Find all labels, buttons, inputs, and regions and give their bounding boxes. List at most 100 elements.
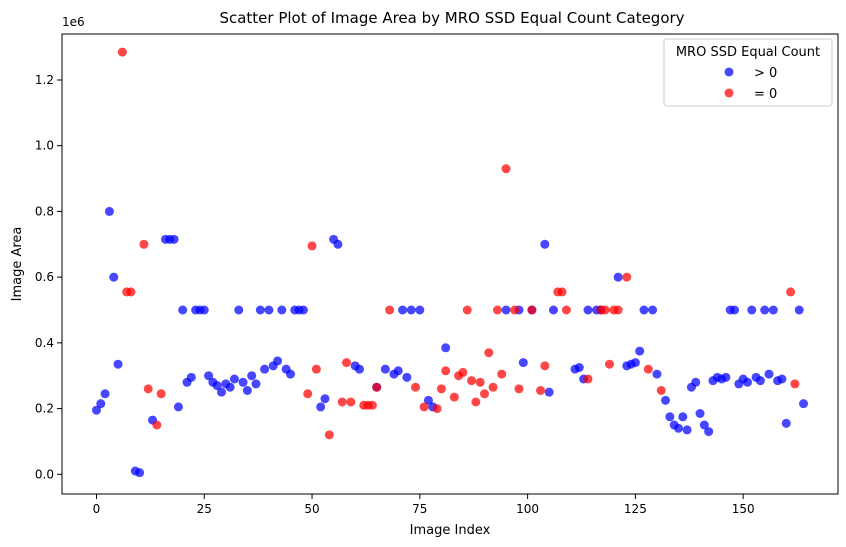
data-point — [501, 164, 511, 174]
data-point — [117, 47, 127, 57]
x-tick-label: 75 — [412, 502, 427, 516]
data-point — [527, 305, 537, 315]
data-point — [665, 412, 675, 422]
data-point — [704, 427, 714, 437]
data-point — [605, 359, 615, 369]
plot-area-frame — [61, 33, 839, 495]
data-point — [691, 377, 701, 387]
y-tick-label: 0.8 — [35, 204, 54, 218]
data-point — [96, 399, 106, 409]
data-point — [251, 379, 261, 389]
data-point — [656, 386, 666, 395]
data-point — [682, 425, 692, 435]
data-point — [462, 305, 472, 315]
data-point — [643, 364, 653, 374]
data-point — [316, 402, 326, 412]
data-point — [557, 287, 567, 297]
data-point — [398, 305, 408, 315]
data-point — [367, 400, 377, 410]
data-point — [385, 305, 395, 315]
data-point — [747, 305, 757, 315]
legend-title: MRO SSD Equal Count — [676, 45, 820, 60]
x-tick-label: 150 — [732, 502, 755, 516]
data-point — [372, 382, 382, 392]
x-tick-label: 0 — [93, 502, 101, 516]
data-point — [143, 384, 153, 394]
legend-label-eq0: = 0 — [754, 87, 777, 102]
data-point — [260, 364, 270, 374]
data-point — [639, 305, 649, 315]
data-point — [471, 397, 481, 407]
data-point — [786, 287, 796, 297]
data-point — [661, 395, 671, 405]
legend: MRO SSD Equal Count > 0 = 0 — [663, 38, 833, 107]
data-point — [699, 420, 709, 430]
x-axis-ticks: 0 25 50 75 100 125 150 — [93, 494, 755, 516]
y-tick-label: 0.4 — [35, 336, 54, 350]
data-point — [441, 366, 451, 376]
data-point — [613, 305, 623, 315]
data-point — [298, 305, 308, 315]
data-point — [307, 241, 317, 251]
data-point — [415, 305, 425, 315]
data-point — [755, 376, 765, 386]
data-point — [794, 305, 804, 315]
data-point — [199, 305, 209, 315]
data-point — [799, 399, 809, 409]
data-point — [544, 387, 554, 397]
data-point — [217, 387, 227, 397]
data-point — [419, 402, 429, 412]
data-point — [354, 364, 364, 374]
data-point — [104, 206, 114, 216]
data-point — [303, 389, 313, 399]
data-point — [536, 386, 546, 395]
data-point — [432, 404, 442, 414]
x-tick-label: 25 — [197, 502, 212, 516]
data-point — [126, 287, 136, 297]
y-axis-ticks: 0.0 0.2 0.4 0.6 0.8 1.0 1.2 — [35, 73, 62, 481]
data-point — [234, 305, 244, 315]
data-point — [333, 239, 343, 249]
data-point — [139, 239, 149, 249]
data-point — [548, 305, 558, 315]
data-point — [342, 358, 352, 368]
data-point — [113, 359, 123, 369]
data-point — [152, 420, 162, 430]
data-point — [212, 381, 222, 391]
data-point — [730, 305, 740, 315]
data-point — [264, 305, 274, 315]
data-point — [764, 369, 774, 379]
y-tick-label: 0.0 — [35, 467, 54, 481]
data-point — [600, 305, 610, 315]
data-point — [514, 384, 524, 394]
data-point — [518, 358, 528, 368]
y-tick-label: 1.0 — [35, 139, 54, 153]
legend-marker-red — [724, 88, 734, 98]
data-point — [169, 234, 179, 244]
data-point — [441, 343, 451, 353]
x-axis-label: Image Index — [410, 523, 491, 538]
data-point — [255, 305, 265, 315]
data-point — [475, 377, 485, 387]
data-point — [492, 305, 502, 315]
data-point — [777, 374, 787, 384]
data-point — [229, 374, 239, 384]
legend-box — [663, 38, 833, 107]
data-point — [135, 468, 145, 478]
y-tick-label: 1.2 — [35, 73, 54, 87]
data-point — [91, 405, 101, 415]
x-tick-label: 100 — [516, 502, 539, 516]
data-point — [790, 379, 800, 389]
data-point — [479, 389, 489, 399]
data-point — [436, 384, 446, 394]
data-point — [540, 361, 550, 371]
data-point — [652, 369, 662, 379]
data-point — [622, 272, 632, 282]
data-point — [285, 369, 295, 379]
data-point — [721, 372, 731, 382]
data-point — [156, 389, 166, 399]
data-point — [311, 364, 321, 374]
data-point — [635, 346, 645, 356]
x-tick-label: 125 — [624, 502, 647, 516]
